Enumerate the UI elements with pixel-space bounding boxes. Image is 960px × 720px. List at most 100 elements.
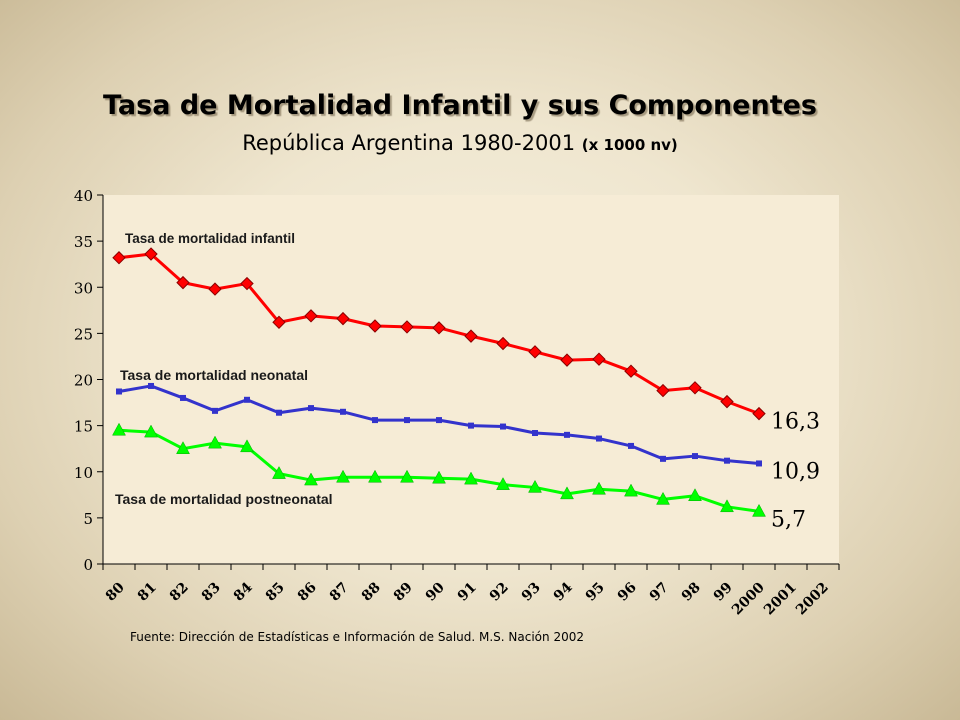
data-point-diamond [112, 251, 126, 265]
data-point-square [532, 430, 538, 437]
data-point-triangle [272, 466, 286, 479]
data-point-diamond [368, 319, 382, 333]
data-point-square [468, 422, 474, 429]
subtitle-units: (x 1000 nv) [581, 136, 678, 154]
data-point-diamond [464, 329, 478, 343]
data-point-triangle [624, 483, 638, 497]
data-point-triangle [336, 469, 350, 483]
x-tick-label: 81 [135, 580, 160, 605]
data-point-triangle [240, 439, 254, 453]
data-point-diamond [336, 311, 350, 326]
x-tick-label: 96 [615, 580, 640, 605]
series-end-label: 10,9 [771, 459, 820, 484]
x-tick-label: 86 [295, 580, 320, 605]
data-point-triangle [752, 503, 766, 517]
chart-title: Tasa de Mortalidad Infantil y sus Compon… [103, 90, 817, 121]
data-point-triangle [496, 477, 510, 490]
series-name-label: Tasa de mortalidad neonatal [120, 367, 308, 383]
x-tick-label: 98 [679, 580, 704, 605]
data-point-triangle [432, 470, 446, 484]
y-tick-label: 35 [74, 233, 93, 251]
x-tick-label: 91 [455, 580, 480, 605]
data-point-diamond [176, 275, 190, 290]
data-point-square [436, 417, 442, 424]
series-name-label: Tasa de mortalidad infantil [125, 231, 295, 246]
y-tick-label: 10 [74, 464, 93, 482]
x-tick-label: 94 [551, 579, 576, 604]
x-tick-label: 90 [423, 579, 448, 604]
data-point-square [660, 455, 666, 462]
x-tick-label: 80 [103, 579, 128, 604]
data-point-triangle [464, 471, 478, 485]
data-point-triangle [304, 472, 318, 486]
data-point-square [276, 409, 282, 416]
data-point-square [244, 396, 250, 403]
y-tick-label: 30 [74, 279, 93, 297]
series-name-label: Tasa de mortalidad postneonatal [115, 491, 333, 507]
data-point-triangle [688, 488, 702, 501]
source-note: Fuente: Dirección de Estadísticas e Info… [130, 630, 584, 644]
x-tick-label: 2002 [793, 580, 832, 619]
data-point-square [404, 417, 410, 424]
data-point-diamond [528, 345, 542, 359]
data-point-triangle [560, 486, 574, 500]
data-point-square [372, 417, 378, 424]
chart-subtitle: República Argentina 1980-2001 (x 1000 nv… [0, 131, 920, 155]
data-point-square [756, 460, 762, 467]
x-tick-label: 93 [519, 580, 544, 605]
data-point-diamond [592, 352, 606, 366]
x-tick-label: 92 [487, 580, 512, 605]
data-point-triangle [144, 424, 158, 438]
series-end-label: 5,7 [771, 507, 806, 532]
x-tick-label: 83 [199, 580, 224, 605]
data-point-square [308, 405, 314, 412]
y-tick-label: 0 [83, 556, 93, 574]
y-tick-label: 20 [74, 372, 93, 390]
y-tick-label: 25 [74, 325, 93, 343]
data-point-square [116, 388, 122, 395]
data-point-diamond [304, 309, 318, 323]
x-tick-label: 88 [359, 580, 384, 605]
data-point-square [180, 394, 186, 401]
x-tick-label: 97 [647, 580, 672, 605]
data-point-diamond [240, 276, 254, 291]
data-point-square [628, 442, 634, 449]
data-point-triangle [368, 469, 382, 483]
data-point-diamond [624, 364, 638, 378]
data-point-diamond [432, 321, 446, 335]
series-group: 16,3 10,9 5,7 [112, 247, 820, 532]
data-point-diamond [144, 247, 158, 261]
subtitle-text: República Argentina 1980-2001 [242, 131, 576, 155]
data-point-square [564, 431, 570, 438]
data-point-diamond [272, 315, 286, 330]
data-point-diamond [656, 383, 670, 398]
data-point-triangle [720, 499, 734, 513]
x-tick-label: 84 [231, 579, 256, 604]
x-tick-label: 2001 [761, 580, 800, 619]
data-point-triangle [176, 441, 190, 454]
data-point-square [692, 453, 698, 460]
data-point-triangle [400, 469, 414, 483]
x-tick-label: 99 [711, 580, 736, 605]
data-point-diamond [560, 353, 574, 367]
data-point-triangle [112, 422, 126, 436]
y-tick-label: 15 [74, 418, 93, 436]
x-axis: 80 81 82 83 84 85 86 87 88 89 90 91 92 93 94 95 96 97 98 99… [102, 563, 840, 619]
data-point-triangle [208, 435, 222, 449]
data-point-diamond [688, 381, 702, 395]
data-point-diamond [400, 320, 414, 334]
data-point-triangle [528, 479, 542, 493]
data-point-diamond [720, 394, 734, 409]
data-point-square [724, 457, 730, 464]
data-point-diamond [496, 336, 510, 351]
data-point-square [340, 408, 346, 415]
x-tick-label: 2000 [729, 579, 768, 618]
x-tick-label: 85 [263, 580, 288, 605]
y-tick-label: 5 [83, 510, 93, 528]
data-point-square [596, 435, 602, 442]
data-point-diamond [752, 406, 766, 421]
x-tick-label: 89 [391, 580, 416, 605]
x-tick-label: 95 [583, 580, 608, 605]
data-point-square [212, 407, 218, 414]
